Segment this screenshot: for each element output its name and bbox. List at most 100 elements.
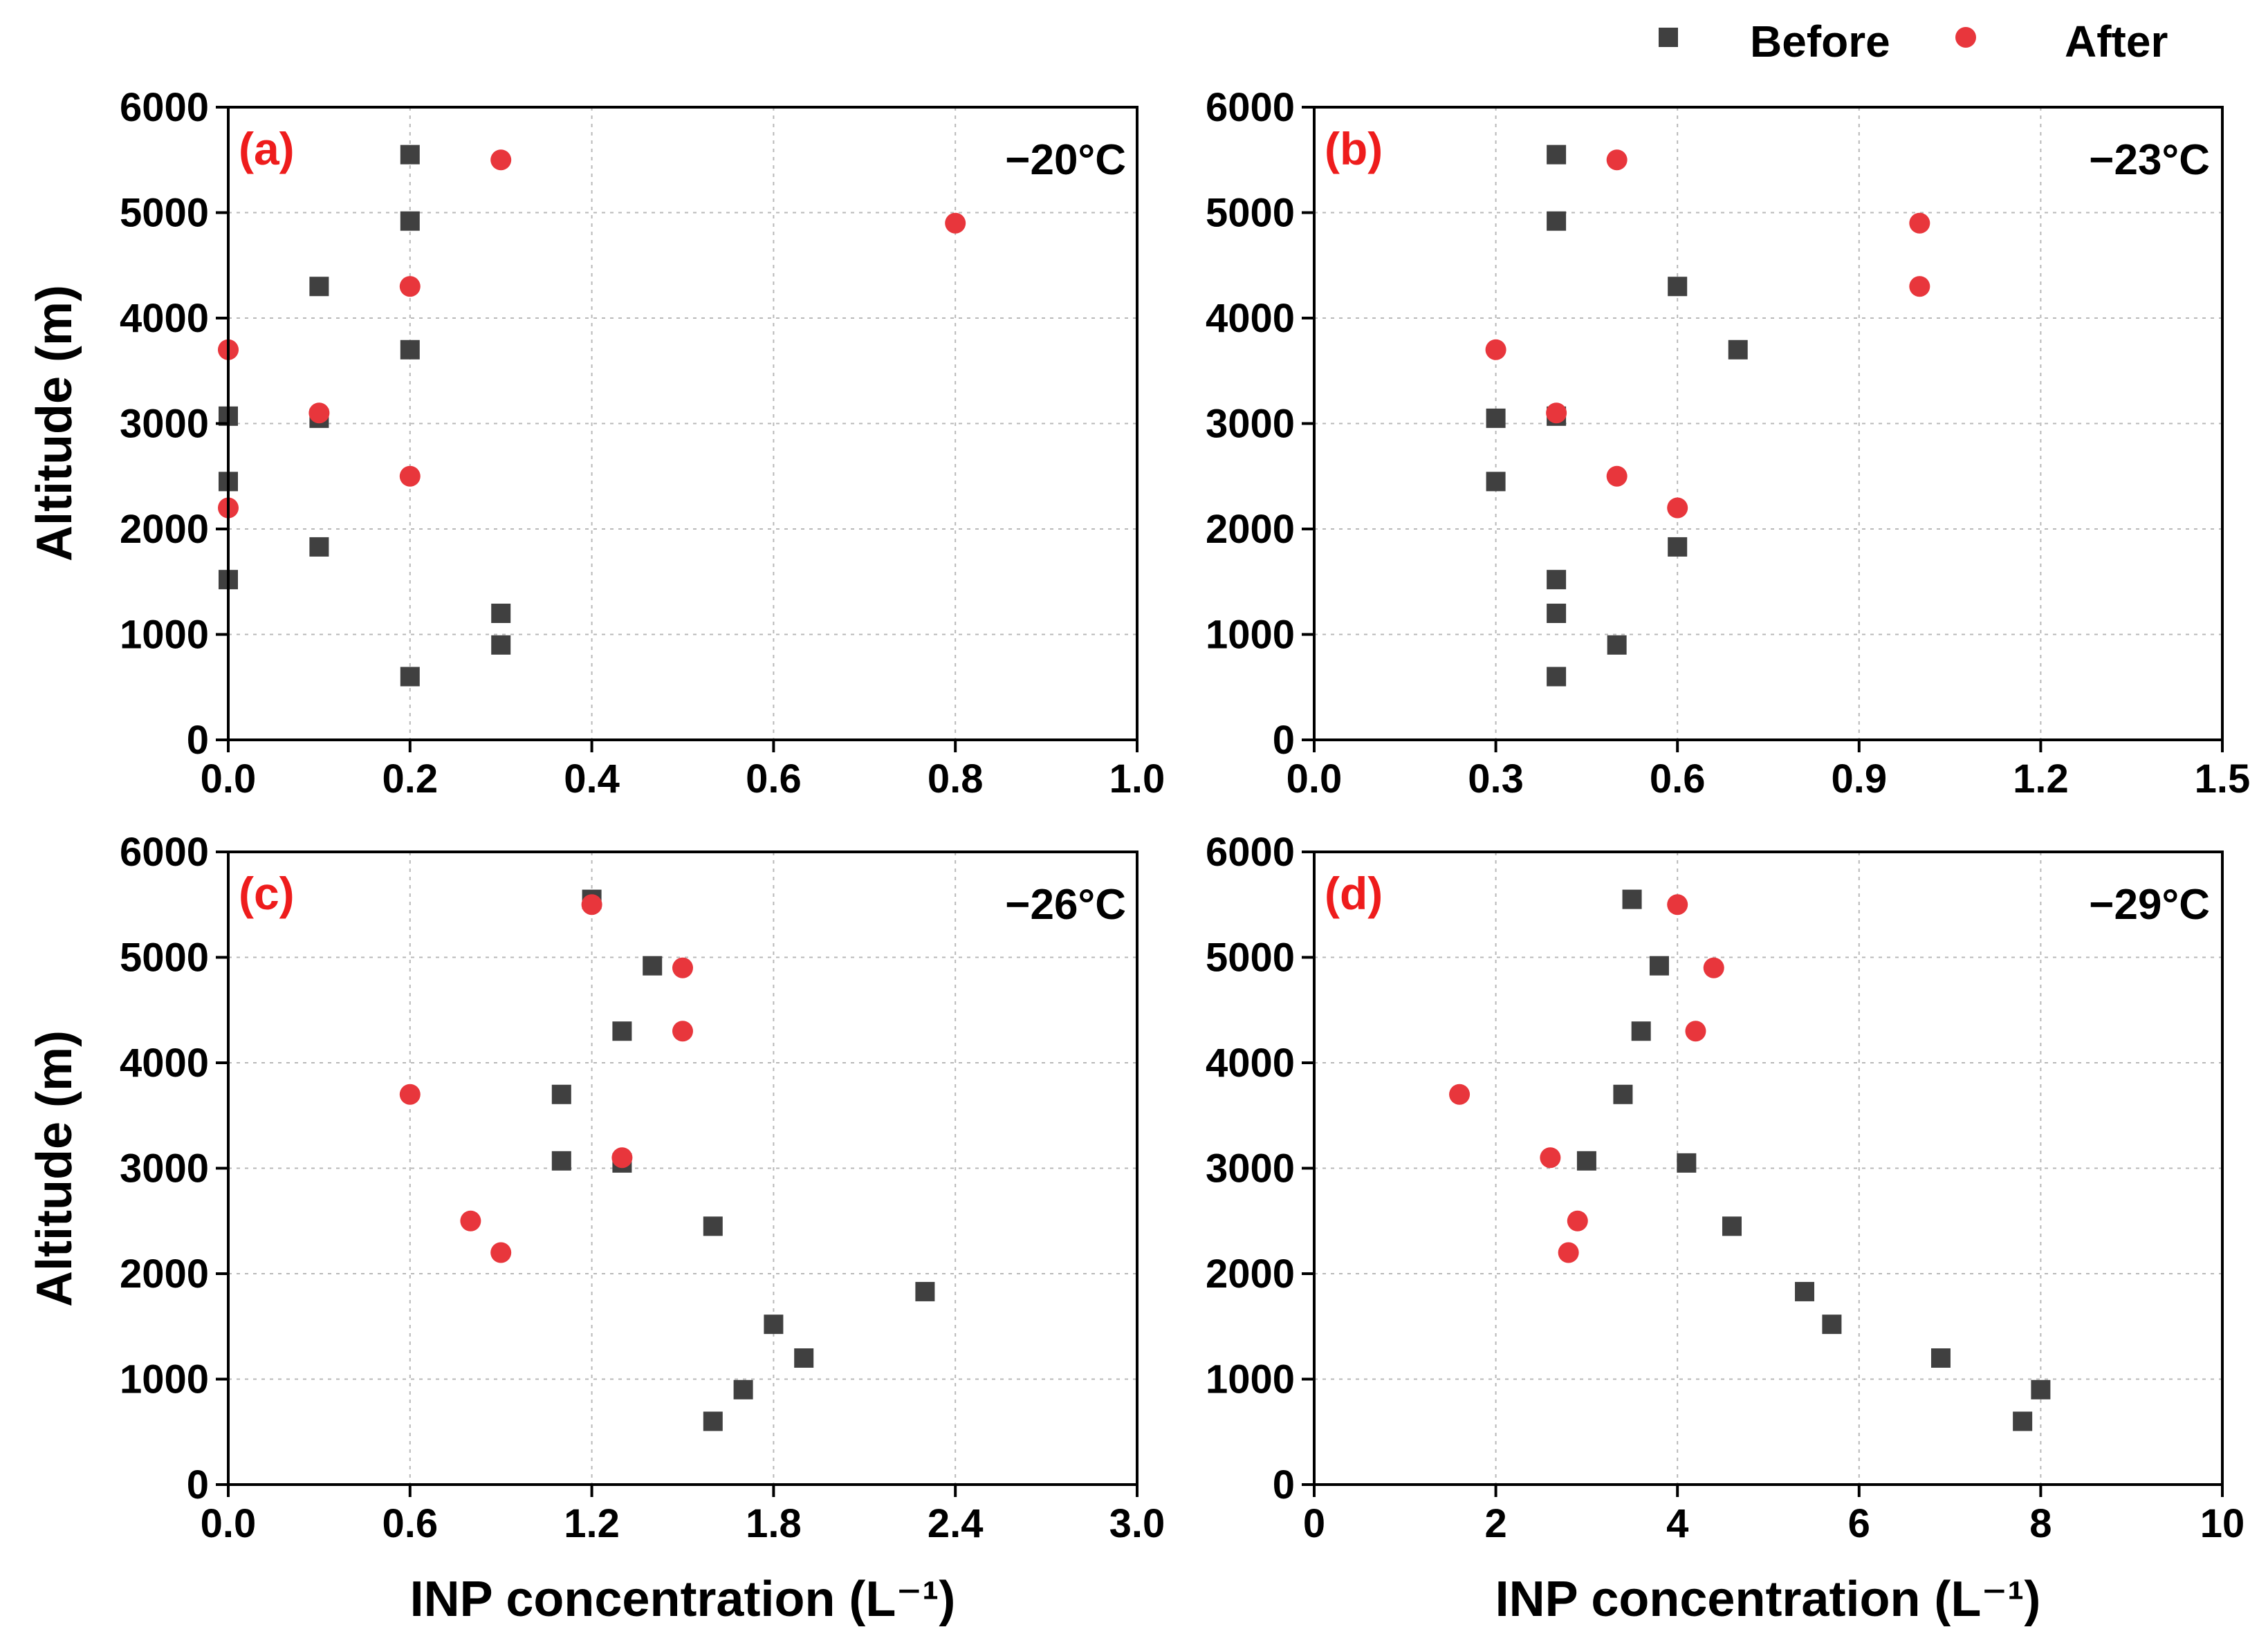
panel-c-x-axis-title: INP concentration (L⁻¹) — [410, 1572, 956, 1627]
panel-a-y-tick-label: 1000 — [120, 613, 209, 658]
panel-c-before-point — [643, 956, 663, 976]
panel-c-before-point — [703, 1411, 723, 1431]
panel-d-temperature-label: −29°C — [2089, 881, 2210, 929]
panel-b-after-point — [1667, 497, 1688, 519]
legend-after-label: After — [2065, 17, 2168, 66]
panel-c-y-tick-label: 2000 — [120, 1252, 209, 1297]
panel-b-y-tick-label: 6000 — [1206, 85, 1295, 130]
panel-a: 0.0 0.2 0.4 0.6 0.8 1.0 0 1000 2000 3000 4000 5000 6… — [27, 85, 1165, 801]
panel-d-y-tick-label: 4000 — [1206, 1041, 1295, 1086]
panel-d-before-point — [1631, 1021, 1651, 1041]
panel-d-after-point — [1703, 957, 1724, 978]
panel-b-before-point — [1668, 277, 1688, 297]
panel-c-label: (c) — [239, 868, 295, 919]
panel-d: 0 2 4 6 8 10 0 1000 2000 3000 4000 5000 6000 (d) −29… — [1206, 830, 2244, 1627]
panel-b-after-point — [1909, 212, 1930, 234]
panel-b-ticks — [1302, 106, 2224, 752]
panel-c-grid — [228, 852, 1137, 1485]
panel-b-after-point — [1606, 149, 1628, 171]
panel-d-before-point — [1613, 1084, 1633, 1104]
panel-c-after-point — [460, 1210, 481, 1232]
panel-a-temperature-label: −20°C — [1005, 136, 1126, 184]
panel-c-before-point — [794, 1348, 814, 1368]
panel-d-x-tick-label: 2 — [1484, 1501, 1506, 1546]
panel-a-before-point — [309, 537, 329, 557]
panel-b-after-point — [1606, 465, 1628, 487]
panel-b-before-point — [1668, 537, 1688, 557]
panel-d-label: (d) — [1325, 868, 1383, 919]
panel-c-temperature-label: −26°C — [1005, 881, 1126, 929]
panel-b-before-point — [1547, 667, 1567, 687]
panel-b: 0.0 0.3 0.6 0.9 1.2 1.5 0 1000 2000 3000 4000 5000 6… — [1206, 85, 2250, 801]
panel-a-grid — [228, 107, 1137, 740]
panel-b-before-point — [1547, 570, 1567, 590]
panel-b-before-point — [1486, 472, 1506, 492]
panel-d-y-tick-label: 0 — [1273, 1462, 1295, 1507]
panel-b-x-tick-label: 0.6 — [1650, 756, 1706, 801]
panel-d-before-point — [1622, 889, 1642, 909]
panel-a-y-tick-label: 3000 — [120, 402, 209, 447]
panel-b-after-point — [1909, 276, 1930, 297]
panel-d-before-point — [1576, 1151, 1596, 1171]
panel-d-before-point — [2013, 1411, 2033, 1431]
panel-c-y-tick-label: 4000 — [120, 1041, 209, 1086]
panel-c-after-point — [490, 1242, 512, 1263]
panel-c-x-tick-label: 2.4 — [928, 1501, 984, 1546]
panel-c-after-point — [672, 957, 693, 978]
panel-b-x-tick-label: 1.5 — [2195, 756, 2251, 801]
panel-c-y-axis-title: Altitude (m) — [27, 1030, 82, 1307]
panel-c-before-point — [551, 1151, 571, 1171]
panel-c-after-point — [672, 1021, 693, 1042]
panel-d-after-point — [1449, 1084, 1470, 1105]
panel-c: 0.0 0.6 1.2 1.8 2.4 3.0 0 1000 2000 3000 4000 5000 6… — [27, 830, 1165, 1627]
panel-b-y-tick-label: 3000 — [1206, 402, 1295, 447]
panel-d-grid — [1314, 852, 2222, 1485]
panel-a-y-tick-label: 4000 — [120, 296, 209, 341]
panel-d-y-tick-label: 1000 — [1206, 1357, 1295, 1402]
panel-d-x-tick-label: 6 — [1848, 1501, 1870, 1546]
panel-a-marks — [218, 145, 966, 687]
panel-c-y-tick-label: 3000 — [120, 1146, 209, 1191]
panel-c-after-point — [399, 1084, 421, 1105]
panel-d-x-tick-label: 8 — [2029, 1501, 2052, 1546]
panel-c-x-tick-label: 0.6 — [382, 1501, 438, 1546]
panel-a-x-tick-label: 0.4 — [564, 756, 620, 801]
panel-a-after-point — [945, 212, 966, 234]
panel-b-marks — [1485, 145, 1930, 687]
panel-d-x-axis-title: INP concentration (L⁻¹) — [1495, 1572, 2041, 1627]
panel-c-y-tick-label: 1000 — [120, 1357, 209, 1402]
panel-a-y-tick-label: 2000 — [120, 507, 209, 552]
panel-b-after-point — [1485, 339, 1506, 360]
panel-c-y-tick-label: 5000 — [120, 936, 209, 981]
panel-d-before-point — [1930, 1348, 1951, 1368]
panel-a-y-tick-label: 6000 — [120, 85, 209, 130]
panel-d-ticks — [1302, 851, 2224, 1497]
panel-d-marks — [1449, 889, 2051, 1431]
panel-c-before-point — [764, 1314, 784, 1335]
panel-a-after-point — [490, 149, 512, 171]
panel-b-label: (b) — [1325, 123, 1383, 174]
panel-b-tick-labels: 0.0 0.3 0.6 0.9 1.2 1.5 0 1000 2000 3000 4000 5000 6… — [1206, 85, 2250, 801]
panel-c-before-point — [733, 1379, 753, 1400]
panel-d-after-point — [1540, 1147, 1561, 1169]
panel-c-x-tick-label: 1.8 — [746, 1501, 802, 1546]
panel-c-y-tick-label: 6000 — [120, 830, 209, 875]
panel-a-x-tick-label: 0.6 — [746, 756, 802, 801]
panel-d-before-point — [1677, 1153, 1697, 1173]
panel-d-y-tick-label: 5000 — [1206, 936, 1295, 981]
panel-a-x-tick-label: 0.2 — [382, 756, 438, 801]
panel-c-y-tick-label: 0 — [187, 1462, 209, 1507]
panel-a-before-point — [309, 277, 329, 297]
panel-a-y-axis-title: Altitude (m) — [27, 285, 82, 561]
panel-c-marks — [399, 889, 935, 1431]
panel-b-before-point — [1728, 340, 1748, 360]
panel-b-x-tick-label: 1.2 — [2013, 756, 2069, 801]
legend-before-label: Before — [1750, 17, 1890, 66]
panel-d-y-tick-label: 2000 — [1206, 1252, 1295, 1297]
panel-a-before-point — [400, 340, 420, 360]
panel-d-before-point — [1795, 1281, 1815, 1301]
panel-c-after-point — [611, 1147, 633, 1169]
panel-c-tick-labels: 0.0 0.6 1.2 1.8 2.4 3.0 0 1000 2000 3000 4000 5000 6… — [120, 830, 1165, 1546]
panel-d-y-tick-label: 6000 — [1206, 830, 1295, 875]
